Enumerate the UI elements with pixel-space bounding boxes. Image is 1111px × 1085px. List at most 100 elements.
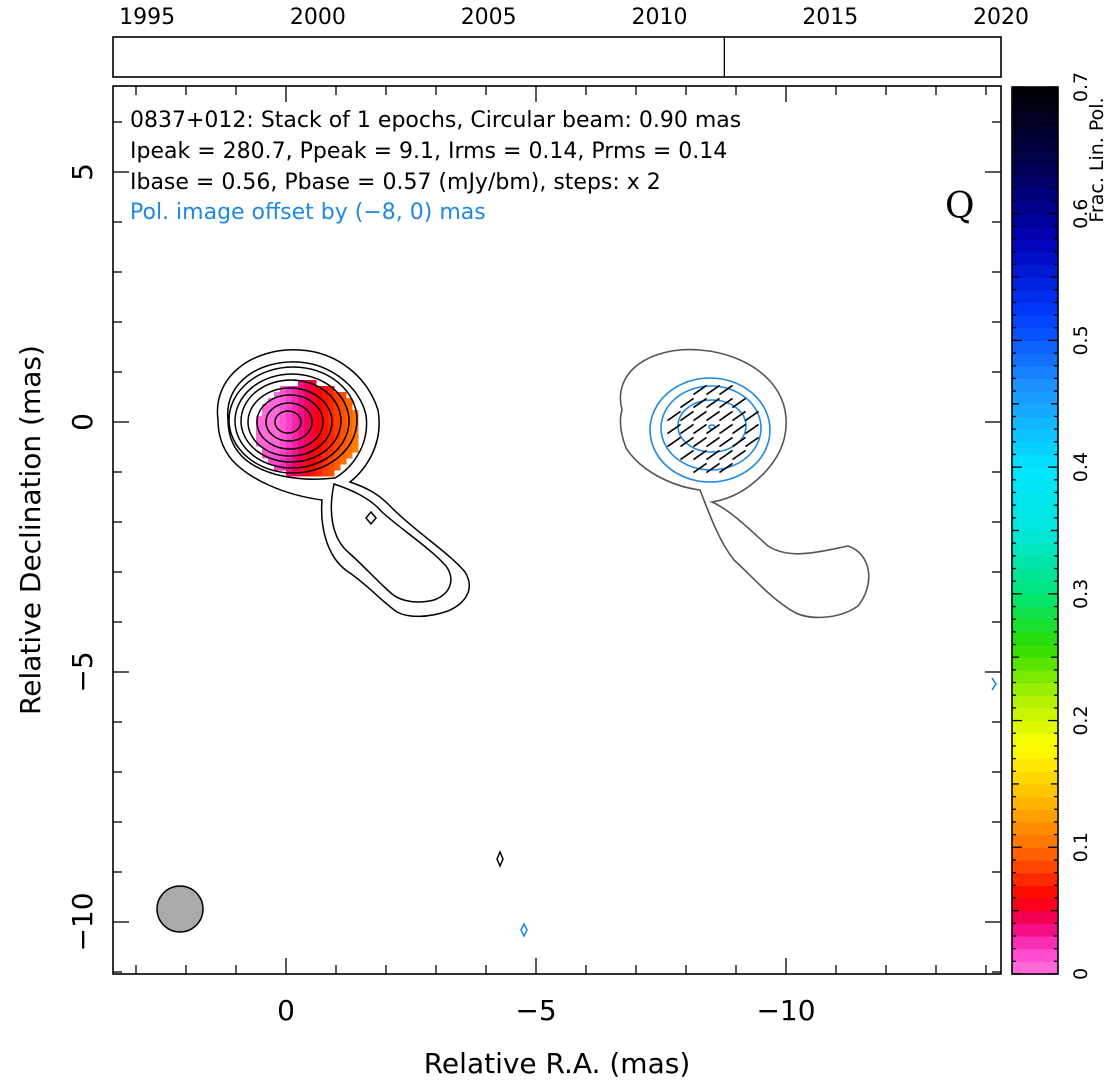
- colorbar-band: [1012, 885, 1058, 899]
- stokes-i-contour: [240, 379, 342, 463]
- fpol-pixel: [352, 422, 359, 429]
- fpol-pixel: [268, 410, 275, 417]
- x-tick-label: −10: [756, 994, 815, 1027]
- colorbar-tick-label: 0: [1070, 968, 1092, 980]
- fpol-pixel: [340, 446, 347, 453]
- pol-contour: [520, 922, 528, 938]
- fpol-pixel: [316, 458, 323, 465]
- timeline-year-label: 2010: [631, 5, 687, 30]
- fpol-pixel: [256, 434, 263, 441]
- pol-contour: [991, 677, 997, 691]
- fpol-pixel: [304, 470, 311, 477]
- fpol-pixel: [286, 386, 293, 393]
- fpol-pixel: [340, 416, 347, 423]
- fpol-pixel: [310, 440, 317, 447]
- fpol-pixel: [316, 422, 323, 429]
- fpol-pixel: [262, 410, 269, 417]
- fpol-pixel: [334, 440, 341, 447]
- fpol-pixel: [316, 410, 323, 417]
- fpol-pixel: [280, 434, 287, 441]
- fpol-pixel: [268, 440, 275, 447]
- x-tick-labels: 0 −5 −10: [277, 994, 815, 1027]
- fpol-pixel: [286, 416, 293, 423]
- fpol-pixel: [322, 452, 329, 459]
- evpa-vector: [731, 449, 747, 461]
- fpol-pixel: [274, 416, 281, 423]
- evpa-vector: [666, 436, 682, 448]
- fpol-pixel: [304, 428, 311, 435]
- timeline-year-labels: 1995 2000 2005 2010 2015 2020: [119, 5, 1029, 30]
- fpol-pixel: [304, 452, 311, 459]
- fpol-pixel: [292, 386, 299, 393]
- fpol-pixel: [280, 440, 287, 447]
- fpol-pixel: [310, 434, 317, 441]
- colorbar-ticks: [1012, 86, 1058, 975]
- stokes-i-contour: [216, 349, 470, 618]
- evpa-vector: [666, 410, 682, 422]
- evpa-vector: [718, 410, 734, 422]
- colorbar-band: [1012, 251, 1058, 265]
- fpol-pixel: [340, 458, 347, 465]
- colorbar-band: [1012, 213, 1058, 227]
- map-frame: [112, 85, 1002, 975]
- colorbar-band: [1012, 239, 1058, 253]
- total-intensity-contours: [216, 349, 504, 868]
- colorbar-band: [1012, 897, 1058, 912]
- fpol-pixel: [280, 428, 287, 435]
- stokes-i-contour: [265, 402, 313, 442]
- annotation-line: 0837+012: Stack of 1 epochs, Circular be…: [130, 108, 741, 133]
- evpa-vector: [718, 384, 734, 396]
- fpol-pixel: [274, 398, 281, 405]
- fpol-pixel: [298, 440, 305, 447]
- fpol-pixel: [316, 404, 323, 411]
- fpol-pixel: [286, 422, 293, 429]
- beam: [156, 885, 204, 933]
- fpol-pixel: [322, 470, 329, 477]
- colorbar-tick-label: 0.3: [1070, 579, 1092, 609]
- fpol-pixel: [346, 410, 353, 417]
- fpol-pixel: [316, 398, 323, 405]
- evpa-vector: [731, 436, 747, 448]
- colorbar-band: [1012, 568, 1058, 582]
- fpol-pixel: [322, 416, 329, 423]
- colorbar-band: [1012, 479, 1058, 494]
- colorbar-band: [1012, 99, 1058, 113]
- fpol-pixel: [322, 410, 329, 417]
- stokes-i-contour: [227, 361, 368, 480]
- fpol-pixel: [286, 440, 293, 447]
- evpa-vector: [705, 397, 721, 409]
- fpol-pixel: [310, 398, 317, 405]
- fpol-pixel: [328, 386, 335, 393]
- fpol-pixel: [274, 440, 281, 447]
- fpol-pixel: [340, 434, 347, 441]
- fpol-pixel: [328, 470, 335, 477]
- colorbar-band: [1012, 530, 1058, 544]
- fpol-pixel: [328, 458, 335, 465]
- timeline-year-label: 2015: [802, 5, 858, 30]
- fractional-polarization-pixels: [256, 380, 359, 477]
- colorbar-band: [1012, 429, 1058, 443]
- colorbar-band: [1012, 631, 1058, 646]
- fpol-pixel: [268, 404, 275, 411]
- fpol-pixel: [322, 428, 329, 435]
- fpol-pixel: [292, 422, 299, 429]
- fpol-pixel: [304, 422, 311, 429]
- colorbar-band: [1012, 555, 1058, 570]
- colorbar-band: [1012, 302, 1058, 316]
- fpol-pixel: [334, 416, 341, 423]
- fpol-pixel: [304, 440, 311, 447]
- fpol-pixel: [304, 380, 311, 387]
- colorbar-band: [1012, 137, 1058, 151]
- fpol-pixel: [352, 440, 359, 447]
- colorbar-band: [1012, 112, 1058, 126]
- fpol-pixel: [316, 470, 323, 477]
- fpol-pixel: [262, 452, 269, 459]
- fpol-pixel: [334, 392, 341, 399]
- fpol-pixel: [334, 398, 341, 405]
- fpol-pixel: [298, 392, 305, 399]
- fpol-pixel: [316, 434, 323, 441]
- fpol-pixel: [256, 422, 263, 429]
- fpol-pixel: [334, 404, 341, 411]
- fpol-pixel: [310, 428, 317, 435]
- fpol-pixel: [340, 392, 347, 399]
